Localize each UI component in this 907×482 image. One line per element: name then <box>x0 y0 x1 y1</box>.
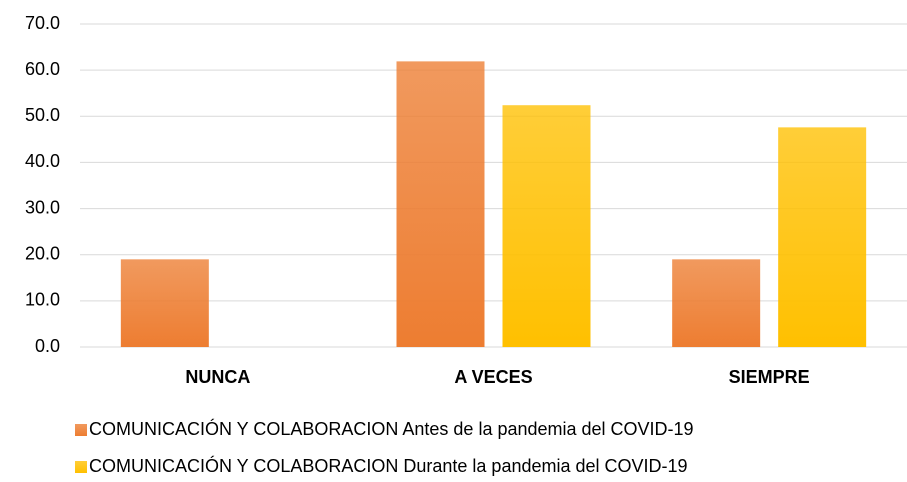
y-tick-label: 0.0 <box>35 336 60 356</box>
y-tick-label: 40.0 <box>25 151 60 171</box>
legend-label: COMUNICACIÓN Y COLABORACION Antes de la … <box>89 418 694 439</box>
bar <box>672 259 761 347</box>
bar <box>778 127 867 347</box>
legend-swatch <box>75 461 87 473</box>
x-tick-label: NUNCA <box>185 367 250 387</box>
y-tick-label: 70.0 <box>25 13 60 33</box>
bar <box>120 259 209 347</box>
bar <box>396 61 485 348</box>
y-tick-label: 50.0 <box>25 105 60 125</box>
legend-label: COMUNICACIÓN Y COLABORACION Durante la p… <box>89 455 688 476</box>
y-tick-label: 20.0 <box>25 243 60 263</box>
legend-swatch <box>75 424 87 436</box>
y-tick-label: 30.0 <box>25 197 60 217</box>
x-tick-label: A VECES <box>454 367 532 387</box>
y-tick-label: 60.0 <box>25 59 60 79</box>
x-tick-label: SIEMPRE <box>729 367 810 387</box>
y-tick-label: 10.0 <box>25 290 60 310</box>
bar <box>502 105 591 347</box>
